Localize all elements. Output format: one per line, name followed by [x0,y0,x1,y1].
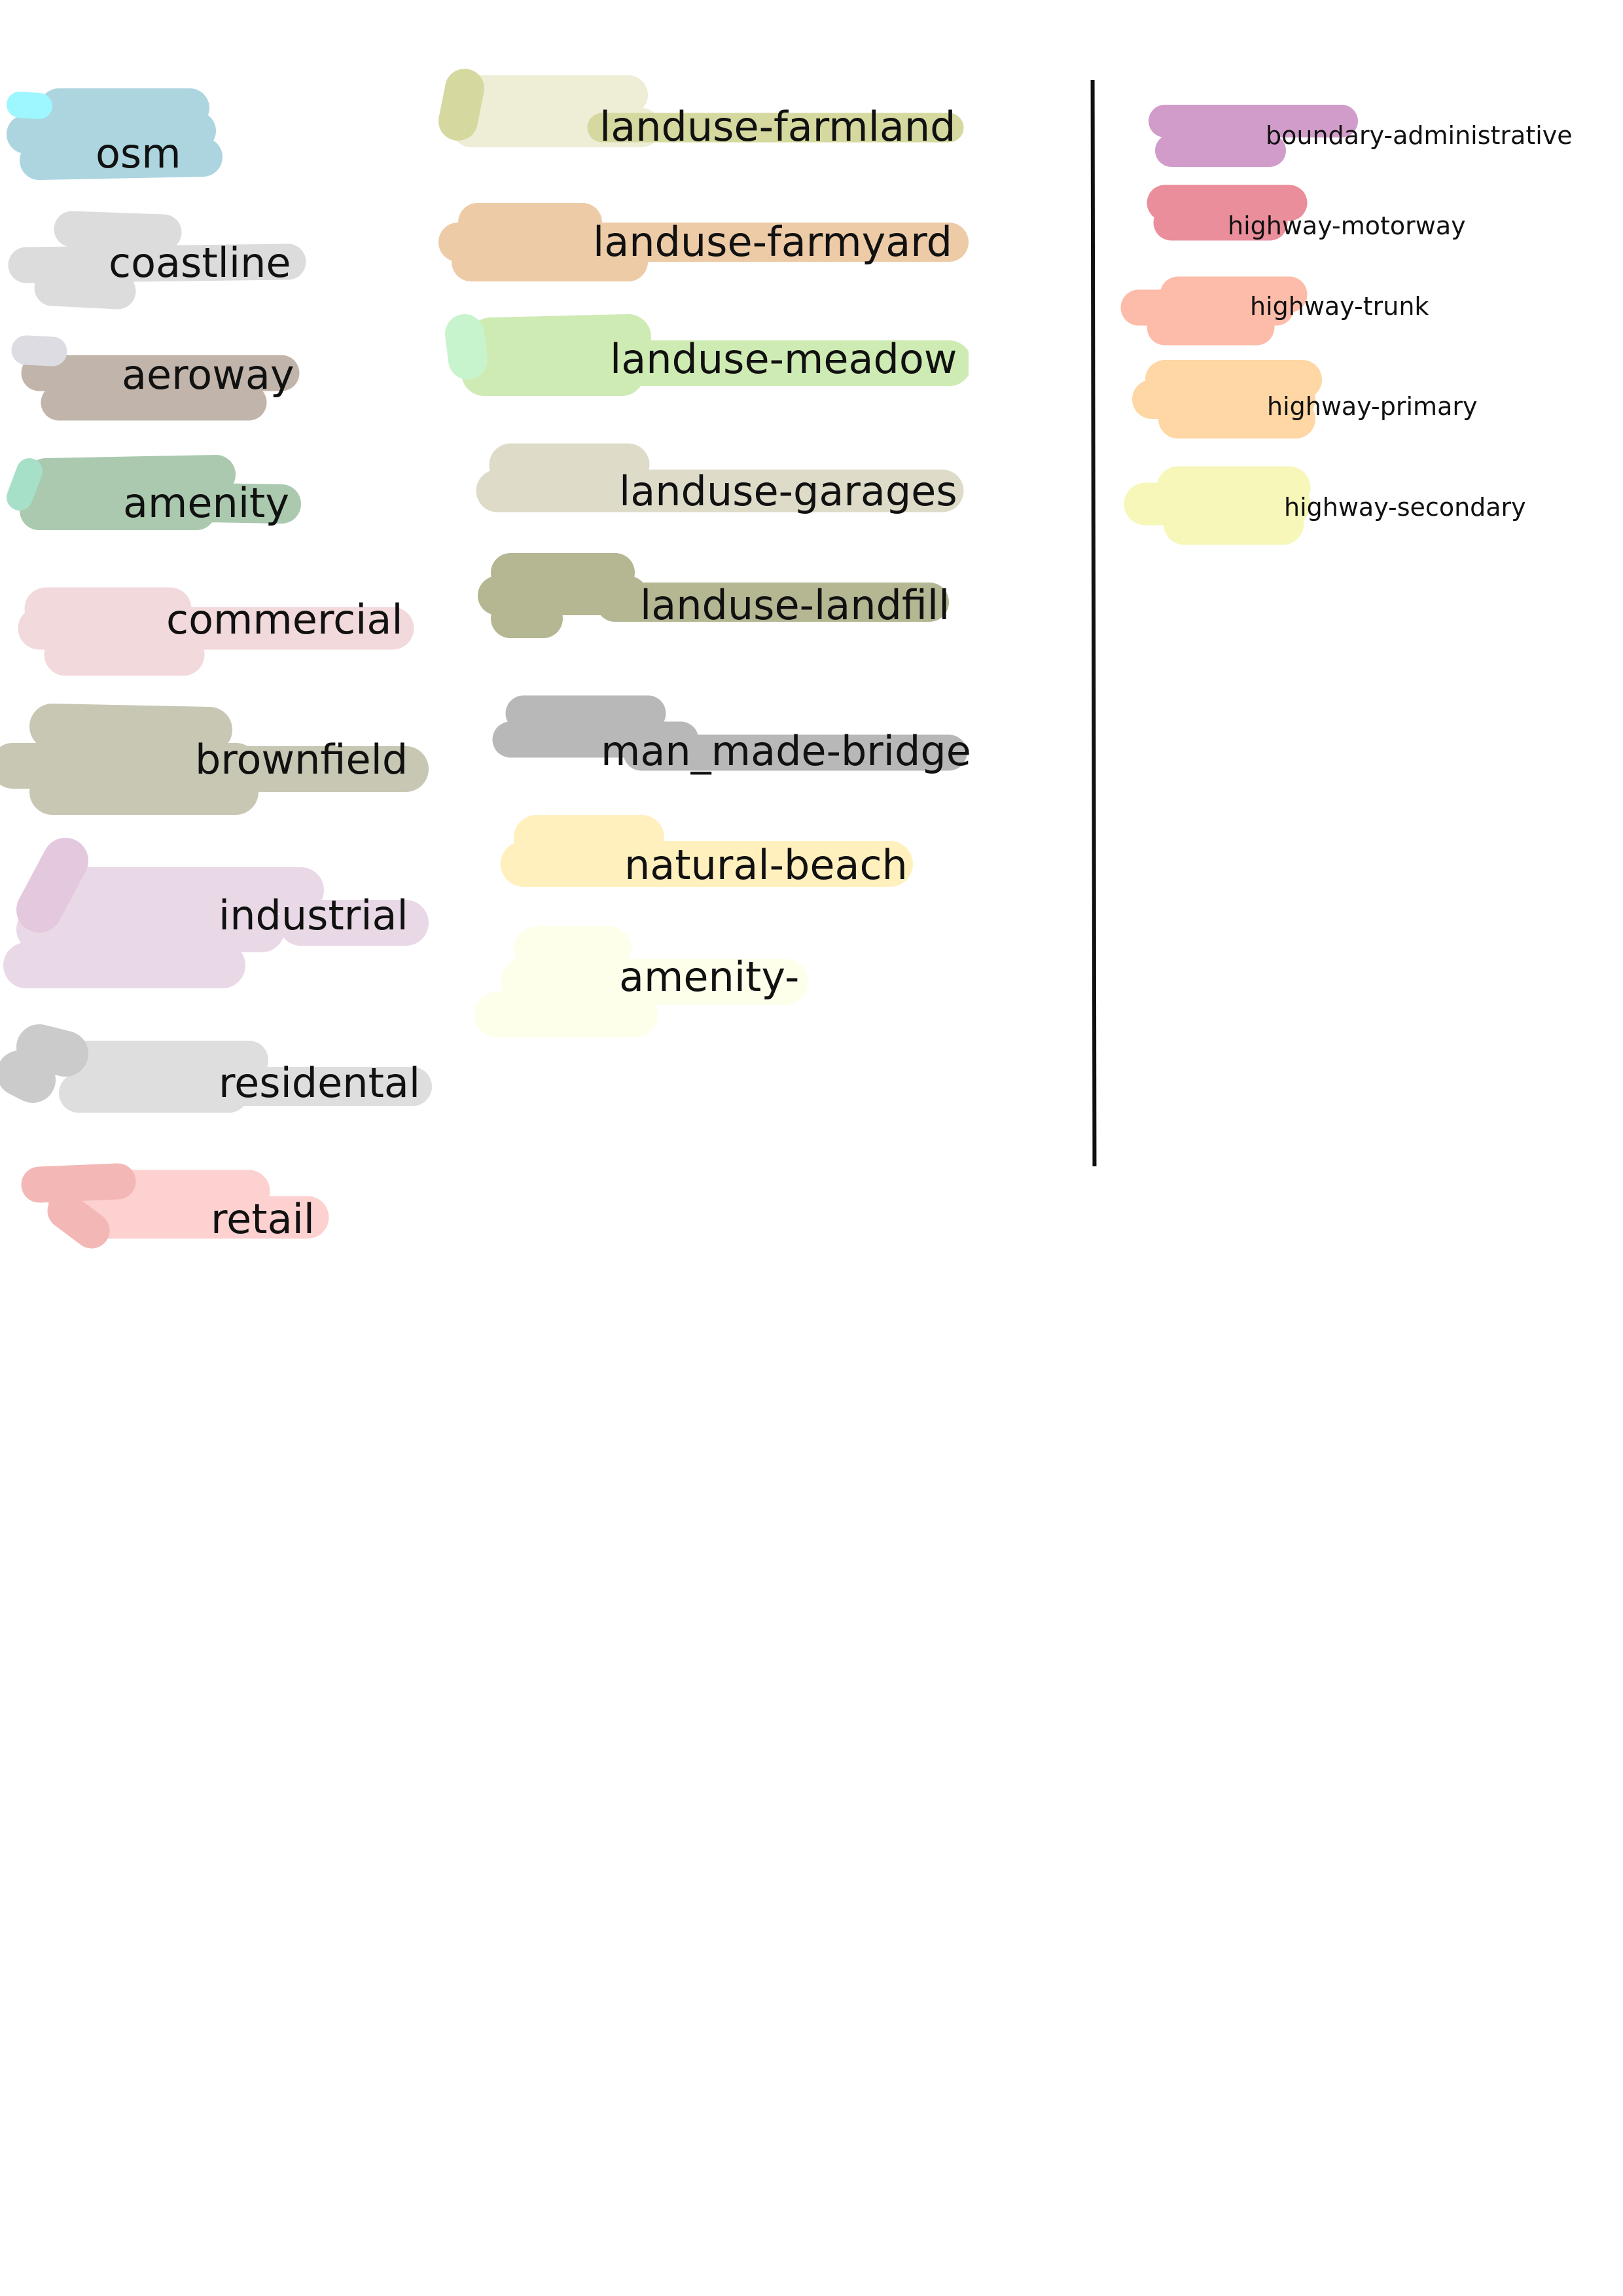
boundary-administrative-color-swatch [1149,105,1358,167]
legend-item-boundary-administrative: boundary-administrative [1126,92,1584,183]
legend-label-man_made-bridge: man_made-bridge [601,727,971,775]
legend-item-highway-primary: highway-primary [1113,353,1571,445]
legend-label-brownfield: brownfield [195,736,408,783]
legend-item-amenity-: amenity- [471,910,838,1041]
legend-label-landuse-farmland: landuse-farmland [599,103,956,151]
legend-label-osm: osm [96,130,181,177]
legend-item-brownfield: brownfield [0,694,432,825]
amenity--color-swatch [474,926,808,1037]
highway-trunk-color-swatch [1120,276,1308,346]
legend-label-retail: retail [211,1195,315,1243]
landuse-farmyard-color-swatch [438,203,969,281]
legend-label-boundary-administrative: boundary-administrative [1266,121,1573,150]
legend-item-landuse-meadow: landuse-meadow [432,301,969,412]
legend-item-highway-secondary: highway-secondary [1113,458,1610,550]
column-divider [1090,80,1097,1166]
osm-color-swatch [7,88,223,180]
highway-primary-color-swatch [1132,360,1322,439]
legend-label-landuse-farmyard: landuse-farmyard [593,218,953,266]
legend-label-residental: residental [219,1059,421,1107]
legend-label-amenity: amenity [123,479,290,527]
legend-label-landuse-landfill: landuse-landfill [640,581,950,629]
industrial-color-swatch [3,838,429,988]
legend-item-amenity: amenity [0,439,314,550]
highway-motorway-color-swatch [1147,185,1308,241]
amenity-color-swatch [7,455,301,530]
natural-beach-color-swatch [501,815,913,887]
legend-label-natural-beach: natural-beach [624,841,908,889]
legend-item-highway-trunk: highway-trunk [1113,268,1571,353]
legend-item-aeroway: aeroway [0,321,314,432]
legend-item-landuse-farmland: landuse-farmland [432,62,969,160]
legend-label-highway-secondary: highway-secondary [1284,493,1526,522]
landuse-landfill-color-swatch [478,553,949,638]
man_made-bridge-color-swatch [492,695,967,771]
legend-item-natural-beach: natural-beach [497,805,955,903]
landuse-farmland-color-swatch [438,69,964,147]
legend-item-industrial: industrial [0,831,432,995]
landuse-garages-color-swatch [476,443,964,512]
coastline-color-swatch [8,211,306,310]
legend-label-industrial: industrial [219,891,408,939]
commercial-color-swatch [18,587,414,676]
legend-item-man_made-bridge: man_made-bridge [484,687,982,772]
legend-item-retail: retail [0,1139,340,1257]
legend-item-osm: osm [0,79,249,190]
legend-item-landuse-farmyard: landuse-farmyard [432,196,969,288]
legend-item-commercial: commercial [0,569,419,681]
landuse-meadow-color-swatch [445,314,969,396]
legend-label-landuse-meadow: landuse-meadow [610,335,957,383]
legend-item-residental: residental [0,1008,445,1126]
legend-label-coastline: coastline [109,239,291,287]
residental-color-swatch [0,1024,432,1113]
legend-label-highway-trunk: highway-trunk [1250,292,1429,321]
highway-secondary-color-swatch [1124,466,1311,545]
legend-label-aeroway: aeroway [122,351,294,399]
legend-item-highway-motorway: highway-motorway [1126,177,1584,255]
legend-item-landuse-garages: landuse-garages [471,439,969,524]
brownfield-color-swatch [0,704,429,815]
legend-item-landuse-landfill: landuse-landfill [471,550,969,648]
legend-label-landuse-garages: landuse-garages [619,467,957,515]
legend-item-coastline: coastline [0,200,314,311]
legend-label-highway-primary: highway-primary [1267,392,1478,421]
legend-label-amenity-: amenity- [619,953,800,1001]
legend-label-highway-motorway: highway-motorway [1228,211,1466,240]
retail-color-swatch [21,1163,329,1249]
aeroway-color-swatch [11,335,300,421]
legend-label-commercial: commercial [166,596,403,643]
